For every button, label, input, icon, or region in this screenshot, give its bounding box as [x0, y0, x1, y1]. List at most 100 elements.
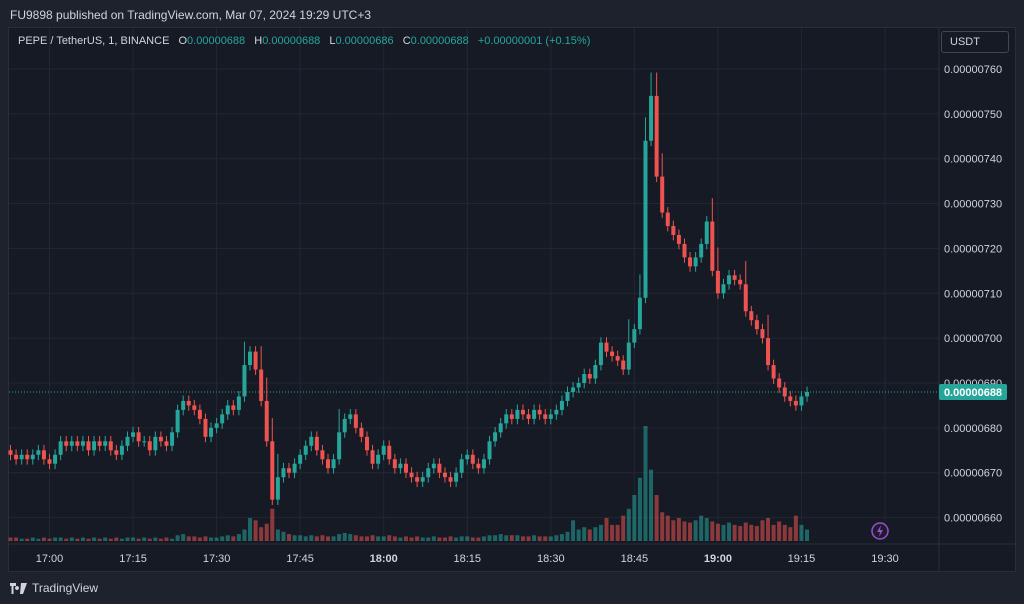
volume-bar [69, 537, 74, 541]
volume-bar [314, 536, 319, 541]
volume-bar [275, 529, 280, 541]
candle-body [392, 459, 397, 469]
candle-body [504, 414, 509, 424]
volume-bar [676, 518, 681, 541]
candle-body [264, 400, 269, 442]
volume-bar [236, 534, 241, 541]
candle-body [370, 450, 375, 464]
y-tick-label: 0.00000720 [944, 243, 1002, 255]
candle-body [209, 427, 214, 437]
volume-bar [621, 515, 626, 541]
candle-body [604, 342, 609, 352]
candle-body [743, 284, 748, 312]
volume-bar [337, 534, 342, 541]
volume-bar [587, 529, 592, 541]
volume-bar [454, 537, 459, 541]
candle-body [398, 463, 403, 469]
volume-bar [805, 529, 810, 541]
volume-bar [53, 537, 58, 541]
ohlc-legend: PEPE / TetherUS, 1, BINANCE O0.00000688 … [18, 35, 590, 47]
candle-body [242, 365, 247, 397]
volume-bar [799, 524, 804, 541]
close-value: 0.00000688 [410, 35, 469, 47]
candle-body [225, 405, 230, 415]
volume-bar [504, 535, 509, 541]
volume-bar [125, 537, 130, 541]
high-value: 0.00000688 [262, 35, 321, 47]
volume-bar [710, 521, 715, 541]
volume-bar [693, 520, 698, 541]
candle-body [610, 351, 615, 357]
y-tick-label: 0.00000710 [944, 288, 1002, 300]
volume-bar [788, 527, 793, 541]
x-tick-label: 18:45 [621, 553, 649, 565]
volume-bar [19, 538, 24, 541]
volume-bar [64, 538, 69, 541]
candle-body [498, 423, 503, 433]
x-tick-label: 17:30 [203, 553, 231, 565]
volume-bar [108, 538, 113, 541]
candle-body [103, 441, 108, 446]
volume-bar [760, 520, 765, 541]
volume-bar [14, 537, 19, 541]
currency-button[interactable]: USDT [941, 31, 1009, 53]
volume-bar [398, 537, 403, 541]
volume-bar [437, 537, 442, 541]
candle-body [348, 414, 353, 419]
candle-body [649, 95, 654, 141]
volume-bar [259, 527, 264, 541]
volume-bar [448, 536, 453, 541]
candle-body [637, 297, 642, 330]
volume-bar [214, 537, 219, 541]
candle-body [526, 414, 531, 419]
volume-bar [520, 536, 525, 541]
candle-body [131, 432, 136, 437]
volume-bar [242, 529, 247, 541]
volume-bar [197, 537, 202, 541]
candle-body [621, 360, 626, 370]
candle-body [364, 436, 369, 451]
y-tick-label: 0.00000680 [944, 423, 1002, 435]
volume-bar [403, 536, 408, 541]
candle-body [559, 400, 564, 410]
candle-body [181, 400, 186, 410]
candle-body [704, 221, 709, 244]
volume-bar [526, 536, 531, 541]
candle-body [420, 477, 425, 482]
volume-bar [192, 536, 197, 541]
candle-body [170, 432, 175, 446]
volume-bar [326, 536, 330, 541]
candle-body [582, 374, 587, 383]
symbol-label[interactable]: PEPE / TetherUS, 1, BINANCE [18, 35, 170, 47]
high-label: H [254, 35, 263, 47]
candle-body [231, 405, 236, 410]
volume-bar [342, 532, 347, 541]
candle-body [571, 387, 576, 392]
volume-bar [387, 535, 392, 541]
x-tick-label: 18:15 [453, 553, 481, 565]
candle-body [715, 270, 720, 294]
tradingview-brand[interactable]: TradingView [10, 581, 98, 595]
candle-body [147, 441, 152, 451]
candle-body [732, 275, 737, 280]
y-tick-label: 0.00000660 [944, 513, 1002, 525]
candle-body [64, 441, 69, 446]
volume-bar [364, 536, 369, 541]
y-tick-label: 0.00000750 [944, 109, 1002, 121]
volume-bar [793, 515, 798, 541]
candle-body [515, 409, 520, 419]
candle-body [14, 454, 19, 460]
chart-pane[interactable] [8, 27, 1016, 572]
candle-body [693, 257, 698, 267]
volume-bar [164, 537, 169, 541]
volume-bar [660, 512, 665, 541]
volume-bar [97, 538, 102, 541]
volume-bar [782, 524, 787, 541]
volume-bar [721, 524, 726, 541]
candle-body [615, 356, 620, 361]
volume-bar [298, 535, 303, 541]
volume-bar [25, 538, 30, 541]
volume-bar [287, 534, 292, 541]
volume-bar [442, 537, 447, 541]
